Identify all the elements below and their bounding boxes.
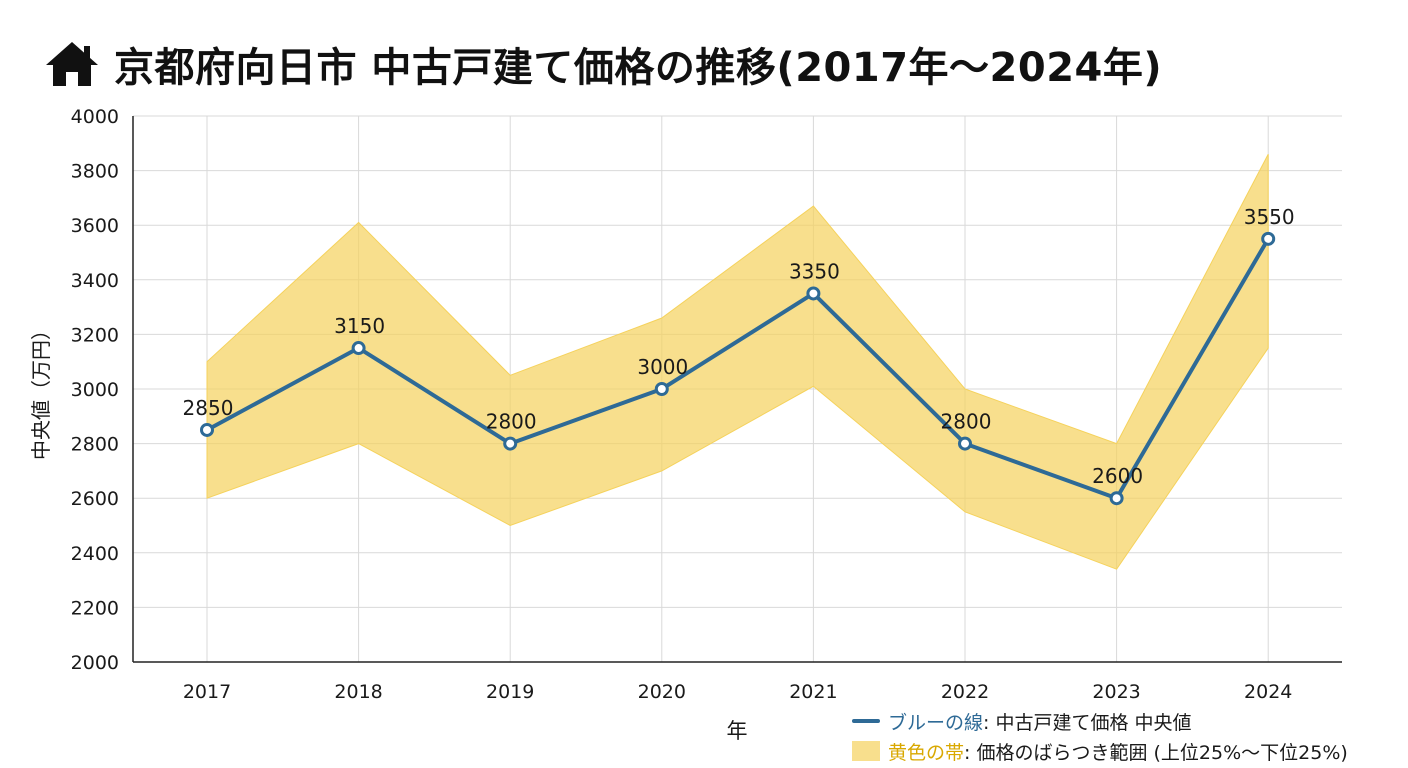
- y-tick-label: 3600: [71, 215, 119, 237]
- data-label: 2600: [1092, 464, 1143, 488]
- y-tick-label: 2200: [71, 597, 119, 619]
- data-point: [503, 436, 518, 451]
- x-tick-label: 2024: [1244, 681, 1292, 703]
- legend-band-text: : 価格のばらつき範囲 (上位25%〜下位25%): [964, 741, 1348, 764]
- y-tick-label: 4000: [71, 106, 119, 128]
- data-point: [351, 341, 366, 356]
- median-line: [205, 236, 1271, 501]
- data-label: 2800: [941, 410, 992, 434]
- x-tick-label: 2017: [183, 681, 231, 703]
- data-point: [654, 382, 669, 396]
- x-tick-label: 2020: [638, 681, 686, 703]
- y-tick-label: 3200: [71, 324, 119, 346]
- y-tick-label: 3800: [71, 161, 119, 183]
- legend-line-text: : 中古戸建て価格 中央値: [983, 711, 1192, 734]
- y-axis-label: 中央値（万円）: [29, 320, 53, 460]
- y-tick-label: 2000: [71, 652, 119, 674]
- data-point: [200, 422, 214, 437]
- y-tick-label: 2600: [71, 488, 119, 510]
- data-label: 3550: [1244, 205, 1295, 229]
- x-tick-label: 2021: [789, 681, 837, 703]
- y-tick-label: 3400: [71, 270, 119, 292]
- legend-item-band: 黄色の帯 : 価格のばらつき範囲 (上位25%〜下位25%): [852, 736, 1348, 766]
- y-tick-label: 2400: [71, 543, 119, 565]
- legend-band-key: 黄色の帯: [888, 741, 965, 764]
- y-tick-label: 2800: [71, 434, 119, 456]
- y-tick-label: 3000: [71, 379, 119, 401]
- data-label: 2800: [486, 410, 537, 434]
- data-point: [1261, 231, 1276, 246]
- band-area: [206, 153, 1269, 570]
- legend-band-swatch: [852, 741, 880, 761]
- range-band: [206, 153, 1269, 570]
- data-label: 3150: [334, 314, 385, 338]
- x-tick-label: 2022: [941, 681, 989, 703]
- x-tick-label: 2018: [334, 681, 382, 703]
- data-point: [806, 286, 821, 301]
- page-title: 京都府向日市 中古戸建て価格の推移(2017年〜2024年): [114, 45, 1163, 91]
- data-label: 3350: [789, 259, 840, 283]
- data-label: 2850: [183, 396, 234, 420]
- axes: 2000 2200 2400 2600 2800 3000 3200 3400 3600 3800…: [71, 106, 1342, 703]
- x-axis-label: 年: [727, 719, 748, 743]
- x-tick-label: 2019: [486, 681, 534, 703]
- legend-line-key: ブルーの線: [888, 711, 984, 734]
- data-point: [1109, 491, 1124, 506]
- data-points: [200, 231, 1276, 506]
- legend-item-line: ブルーの線 : 中古戸建て価格 中央値: [852, 706, 1348, 736]
- data-point: [958, 436, 972, 451]
- data-label: 3000: [637, 355, 688, 379]
- legend-line-swatch: [852, 719, 880, 723]
- chart-header: 京都府向日市 中古戸建て価格の推移(2017年〜2024年): [44, 32, 1162, 96]
- data-labels: 2850 3150 2800 3000 3350 2800 2600 3550: [183, 205, 1295, 488]
- x-tick-label: 2023: [1092, 681, 1140, 703]
- legend: ブルーの線 : 中古戸建て価格 中央値 黄色の帯 : 価格のばらつき範囲 (上位…: [852, 706, 1348, 766]
- home-icon: [46, 42, 98, 86]
- series-line: [205, 236, 1271, 501]
